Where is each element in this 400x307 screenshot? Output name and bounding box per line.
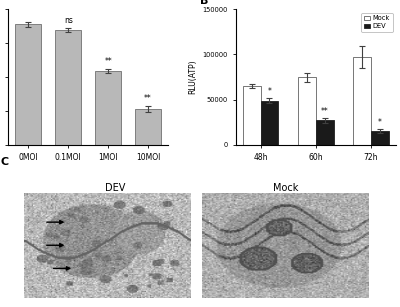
Text: **: ** [104,57,112,66]
Bar [371,131,389,145]
Text: Mock: Mock [273,183,298,193]
Text: **: ** [144,94,152,103]
Bar [15,25,41,145]
Bar [261,101,278,145]
Bar [353,57,371,145]
Bar [243,86,261,145]
Text: **: ** [321,107,328,116]
Text: *: * [378,118,382,127]
Text: B: B [200,0,209,6]
Text: *: * [268,87,271,95]
Bar [298,77,316,145]
Text: ns: ns [64,16,73,25]
Text: DEV: DEV [105,183,126,193]
Y-axis label: RLU(ATP): RLU(ATP) [188,60,197,94]
Bar [135,109,161,145]
Legend: Mock, DEV: Mock, DEV [362,13,393,32]
Text: C: C [0,157,8,167]
Bar [55,30,81,145]
Bar [95,71,121,145]
Bar [316,120,334,145]
